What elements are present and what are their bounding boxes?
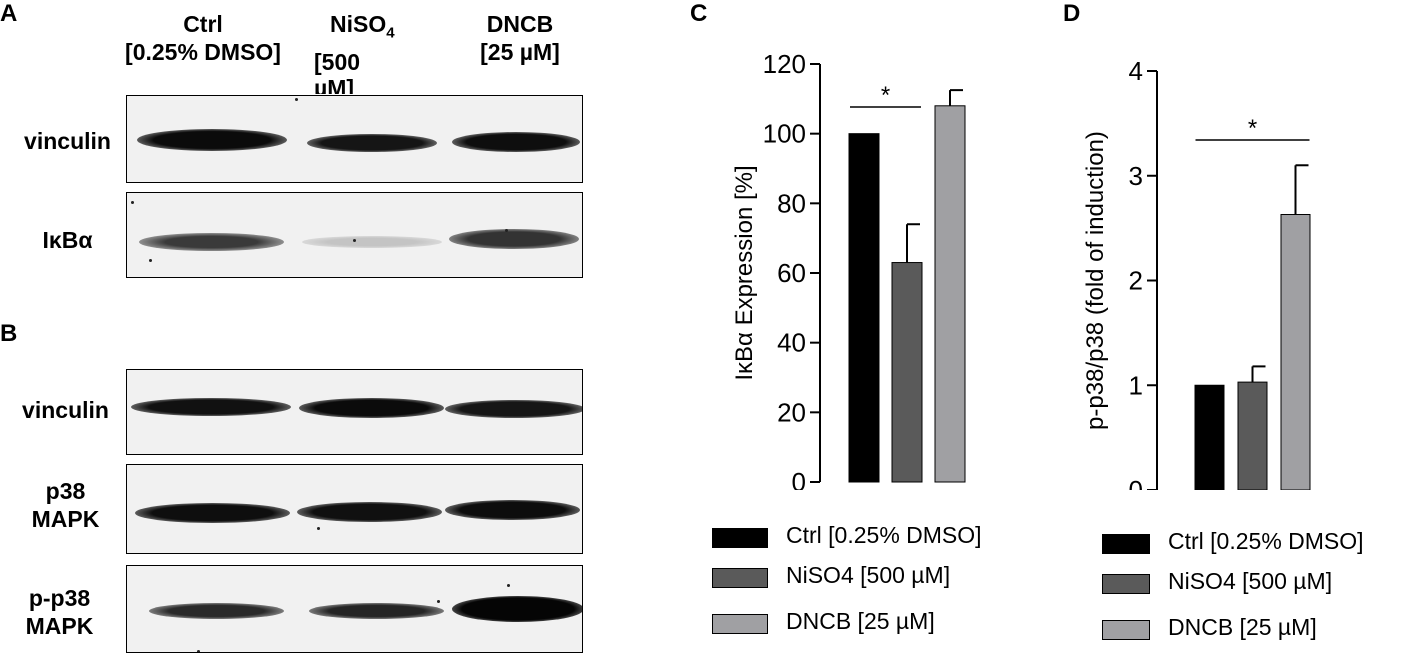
band <box>452 596 582 622</box>
lane-header-niso4-subscript: 4 <box>386 24 395 42</box>
speck <box>131 201 134 204</box>
band <box>149 603 284 619</box>
blot-b-pp38 <box>126 565 583 653</box>
y-tick-label: 60 <box>777 258 806 288</box>
band <box>302 236 442 248</box>
legend-label: DNCB [25 µM] <box>1168 614 1317 640</box>
blot-label-b-vinculin: vinculin <box>22 397 109 423</box>
legend-label: NiSO4 [500 µM] <box>1168 568 1333 594</box>
bar <box>934 105 966 483</box>
band <box>299 398 444 418</box>
blot-label-b-p38-line2: MAPK <box>31 506 100 532</box>
y-axis-label: IκBα Expression [%] <box>731 165 758 380</box>
legend-label: NiSO4 [500 µM] <box>786 562 951 588</box>
lane-header-ctrl-line1: Ctrl <box>183 11 223 37</box>
legend-swatch <box>1102 574 1150 594</box>
band <box>297 502 442 522</box>
lane-header-ctrl-line2: [0.25% DMSO] <box>125 39 281 65</box>
band <box>131 398 291 416</box>
speck <box>353 239 356 242</box>
blot-label-b-pp38-line2: MAPK <box>25 613 94 639</box>
blot-label-b-pp38: p-p38 MAPK <box>2 584 117 640</box>
legend-swatch <box>712 528 768 548</box>
speck <box>197 650 200 652</box>
blot-label-b-p38-line1: p38 <box>45 478 86 504</box>
speck <box>505 229 508 232</box>
y-tick-label: 2 <box>1129 266 1143 296</box>
blot-a-ikba <box>126 192 583 278</box>
y-tick-label: 4 <box>1129 56 1143 86</box>
blot-label-a-ikba: IκBα <box>42 227 93 253</box>
band <box>135 503 290 523</box>
speck <box>295 98 298 101</box>
band <box>452 132 580 152</box>
speck <box>507 584 510 587</box>
y-tick-label: 0 <box>792 467 806 490</box>
band <box>307 134 437 152</box>
bar <box>1194 384 1225 490</box>
panel-letter-a: A <box>0 0 18 27</box>
bar <box>891 262 923 483</box>
blot-label-b-p38: p38 MAPK <box>8 477 123 533</box>
chart-d: 0 1 2 3 4 p-p38/p38 (fold of induction) * <box>1082 56 1311 490</box>
speck <box>317 527 320 530</box>
y-tick-label: 20 <box>777 397 806 427</box>
blot-label-b-pp38-line1: p-p38 <box>28 585 91 611</box>
speck <box>437 600 440 603</box>
lane-header-dncb-line1: DNCB <box>486 11 554 37</box>
lane-header-niso4-line3: µM] <box>314 74 355 94</box>
y-tick-label: 80 <box>777 188 806 218</box>
legend-swatch <box>1102 534 1150 554</box>
chart-c: 0 20 40 60 80 100 120 IκBα Expression [%] * <box>731 49 966 490</box>
y-axis-label: p-p38/p38 (fold of induction) <box>1082 131 1109 430</box>
panel-letter-c: C <box>690 0 708 27</box>
legend-swatch <box>712 614 768 634</box>
blot-b-vinculin <box>126 369 583 455</box>
y-tick-label: 0 <box>1129 475 1143 490</box>
y-tick-label: 3 <box>1129 161 1143 191</box>
significance-marker: * <box>881 82 890 109</box>
lane-header-dncb: DNCB [25 µM] <box>460 10 580 66</box>
bar <box>1237 381 1268 490</box>
band <box>445 400 582 418</box>
lane-header-niso4-line1: NiSO <box>330 11 387 37</box>
blot-label-a-vinculin: vinculin <box>24 128 111 154</box>
y-tick-label: 1 <box>1129 370 1143 400</box>
legend-label: Ctrl [0.25% DMSO] <box>1168 528 1364 554</box>
band <box>309 603 444 619</box>
band <box>445 500 580 520</box>
lane-header-dncb-line2: [25 µM] <box>480 39 560 65</box>
blot-b-p38 <box>126 464 583 554</box>
bar <box>848 133 880 483</box>
bar <box>1280 214 1311 490</box>
lane-header-niso4-line2: [500 <box>314 48 361 75</box>
legend-swatch <box>1102 620 1150 640</box>
legend-swatch <box>712 568 768 588</box>
y-tick-label: 120 <box>763 49 806 79</box>
lane-header-ctrl: Ctrl [0.25% DMSO] <box>104 10 302 66</box>
lane-header-niso4: NiSO4 [500 µM] <box>314 10 424 94</box>
band <box>137 129 287 151</box>
speck <box>149 259 152 262</box>
blot-a-vinculin <box>126 95 583 183</box>
band <box>449 229 579 249</box>
band <box>139 233 284 251</box>
panel-letter-b: B <box>0 320 18 347</box>
panel-letter-d: D <box>1063 0 1081 27</box>
y-tick-label: 100 <box>763 119 806 149</box>
legend-label: DNCB [25 µM] <box>786 608 935 634</box>
y-tick-label: 40 <box>777 328 806 358</box>
legend-label: Ctrl [0.25% DMSO] <box>786 522 982 548</box>
significance-marker: * <box>1248 115 1257 142</box>
